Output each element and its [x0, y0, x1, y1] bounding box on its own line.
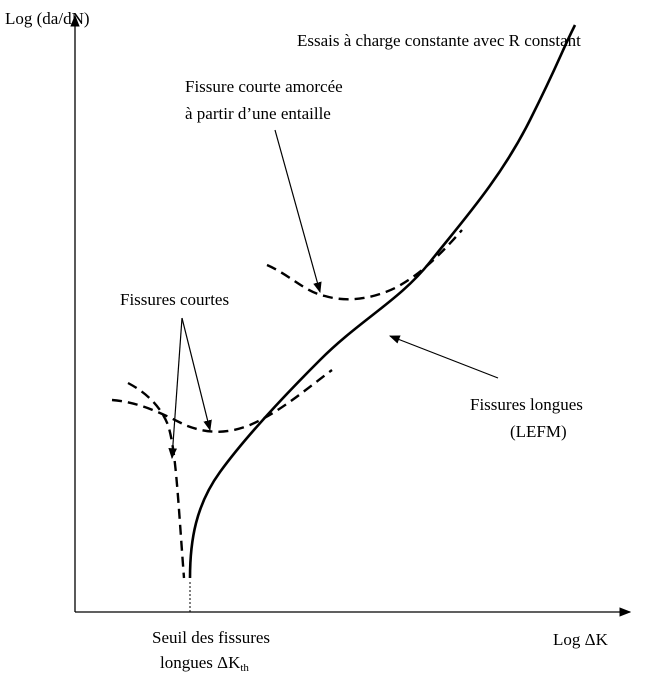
short-crack-curve-2 [127, 381, 186, 579]
label: Essais à charge constante avec R constan… [297, 31, 581, 50]
label-subscript: th [240, 662, 249, 673]
short-crack-curve [111, 369, 333, 433]
arrow [168, 317, 183, 460]
label: longues ΔKth [160, 653, 249, 673]
label-main: longues ΔK [160, 653, 241, 672]
label: Fissure courte amorcée [185, 77, 343, 96]
arrow [274, 129, 322, 294]
arrow [388, 335, 499, 379]
label: Fissures longues [470, 395, 583, 414]
label: Fissures courtes [120, 290, 229, 309]
x-axis-label: Log ΔK [553, 630, 609, 649]
label: à partir d’une entaille [185, 104, 331, 123]
arrow [181, 317, 212, 432]
long-crack-curve [188, 24, 577, 579]
label: (LEFM) [510, 422, 567, 441]
label: Seuil des fissures [152, 628, 270, 647]
y-axis-label: Log (da/dN) [5, 9, 90, 28]
notch-crack-curve [266, 229, 463, 301]
